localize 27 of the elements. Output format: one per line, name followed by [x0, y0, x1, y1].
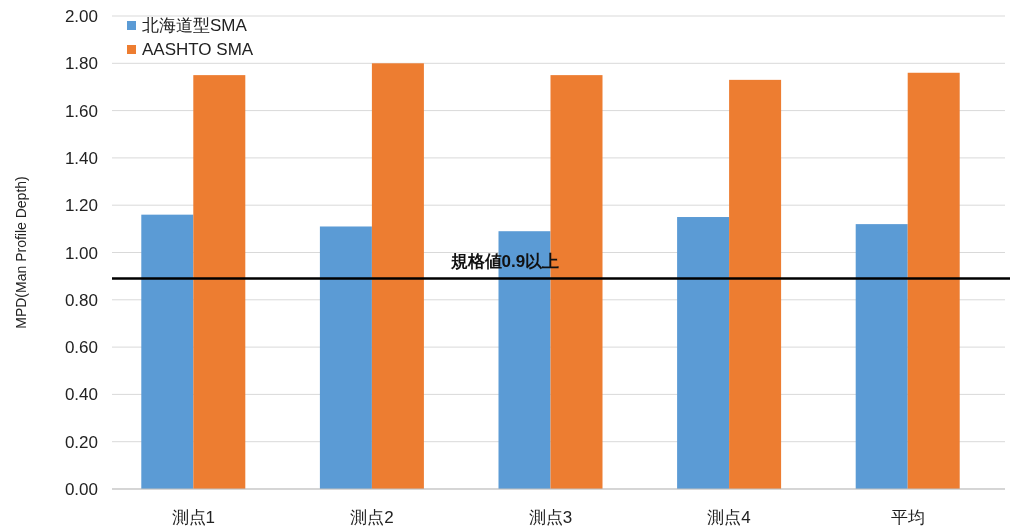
legend-label: AASHTO SMA	[142, 40, 254, 59]
bar	[907, 72, 960, 489]
y-tick-label: 0.40	[64, 385, 98, 405]
bar	[729, 79, 782, 489]
bar	[855, 224, 908, 489]
bar	[371, 63, 424, 489]
bar	[319, 226, 372, 489]
y-axis-title: MPD(Man Profile Depth)	[13, 176, 29, 329]
y-tick-label: 1.00	[64, 243, 98, 263]
y-tick-label: 0.60	[64, 338, 98, 358]
y-tick-label: 1.60	[64, 101, 98, 121]
y-tick-label: 0.00	[64, 480, 98, 499]
y-tick-label: 1.80	[64, 54, 98, 74]
y-tick-label: 0.80	[64, 290, 98, 310]
x-tick-label: 平均	[890, 508, 925, 526]
bar	[193, 75, 246, 489]
y-tick-label: 0.20	[64, 432, 98, 452]
x-tick-label: 測点3	[528, 508, 573, 526]
bar	[677, 217, 730, 489]
legend-label: 北海道型SMA	[142, 16, 248, 35]
x-tick-label: 測点1	[171, 508, 216, 526]
y-tick-label: 1.20	[64, 196, 98, 216]
x-tick-label: 測点2	[350, 508, 394, 526]
bar	[141, 214, 194, 489]
y-tick-label: 2.00	[64, 7, 98, 26]
y-tick-label: 1.40	[64, 148, 98, 168]
x-tick-label: 測点4	[707, 508, 751, 526]
